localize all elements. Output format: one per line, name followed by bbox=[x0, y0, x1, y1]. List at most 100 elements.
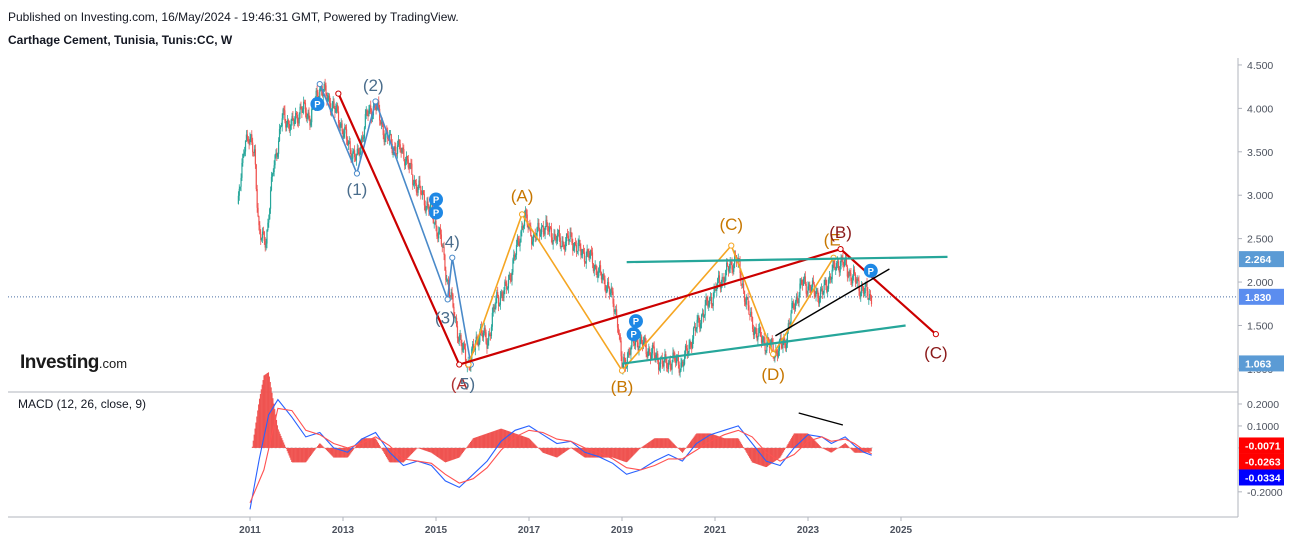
macd-hist-bar bbox=[639, 447, 642, 449]
macd-hist-bar bbox=[298, 447, 300, 463]
candle-body bbox=[854, 273, 856, 283]
candle-body bbox=[257, 207, 259, 217]
macd-hist-bar bbox=[805, 433, 807, 448]
macd-hist-bar bbox=[292, 447, 295, 463]
macd-hist-bar bbox=[482, 434, 484, 448]
candle-body bbox=[590, 250, 593, 253]
macd-hist-bar bbox=[783, 447, 785, 451]
macd-hist-bar bbox=[440, 447, 442, 460]
candle-body bbox=[850, 273, 852, 281]
macd-hist-bar bbox=[759, 447, 761, 466]
macd-hist-bar bbox=[852, 447, 854, 452]
candle-body bbox=[445, 270, 447, 281]
grid-lines bbox=[8, 58, 1239, 518]
candle-body bbox=[697, 316, 699, 320]
macd-hist-bar bbox=[712, 434, 714, 448]
macd-hist-bar bbox=[537, 447, 540, 449]
candle-body bbox=[266, 230, 268, 244]
macd-hist-bar bbox=[502, 429, 504, 448]
wave-labels: (1)(2)(3)4)(A)(A5) (B)(C)(D)(E(B)(C) bbox=[347, 76, 948, 396]
macd-hist-bar bbox=[358, 442, 360, 448]
candle-body bbox=[262, 231, 265, 233]
macd-hist-bar bbox=[775, 447, 777, 461]
macd-hist-bar bbox=[845, 444, 847, 448]
macd-hist-bar bbox=[427, 447, 429, 452]
macd-hist-bar bbox=[333, 447, 335, 458]
candle-body bbox=[328, 95, 330, 98]
macd-hist-bar bbox=[390, 447, 392, 463]
macd-hist-bar bbox=[342, 447, 344, 458]
candle-body bbox=[390, 134, 392, 144]
macd-hist-bar bbox=[563, 447, 566, 453]
macd-hist-bar bbox=[519, 435, 521, 448]
macd-hist-bar bbox=[425, 447, 427, 451]
macd-hist-bar bbox=[251, 446, 253, 448]
macd-hist-bar bbox=[433, 447, 435, 455]
candle-body bbox=[434, 220, 436, 224]
candle-body bbox=[775, 349, 777, 354]
macd-hist-bar bbox=[346, 447, 348, 458]
macd-hist-bar bbox=[543, 447, 545, 454]
macd-hist-bar bbox=[508, 431, 510, 448]
macd-hist-bar bbox=[867, 447, 869, 453]
candle-body bbox=[650, 354, 652, 360]
macd-hist-bar bbox=[824, 447, 826, 450]
candle-body bbox=[342, 131, 344, 138]
macd-hist-bar bbox=[487, 433, 489, 448]
macd-hist-bar bbox=[465, 447, 467, 449]
macd-hist-bar bbox=[849, 447, 851, 449]
macd-hist-bar bbox=[654, 438, 656, 448]
candle-body bbox=[411, 163, 413, 175]
macd-hist-bar bbox=[850, 447, 853, 450]
candle-body bbox=[521, 226, 523, 232]
macd-hist-bar bbox=[554, 447, 556, 457]
candle-body bbox=[526, 214, 528, 225]
candle-body bbox=[808, 284, 810, 287]
candle-body bbox=[860, 293, 862, 298]
candle-body bbox=[270, 176, 273, 191]
candle-body bbox=[451, 292, 453, 295]
macd-hist-bar bbox=[487, 432, 490, 448]
candle-body bbox=[787, 323, 789, 332]
macd-hist-bar bbox=[614, 447, 616, 459]
macd-hist-bar bbox=[387, 447, 389, 461]
macd-hist-bar bbox=[624, 447, 626, 462]
macd-hist-bar bbox=[815, 441, 817, 448]
macd-hist-bar bbox=[656, 438, 658, 448]
macd-hist-bar bbox=[512, 432, 515, 448]
macd-hist-bar bbox=[825, 447, 827, 450]
macd-hist-bar bbox=[568, 447, 570, 450]
macd-hist-bar bbox=[641, 446, 643, 448]
candle-body bbox=[371, 115, 374, 119]
macd-hist-bar bbox=[834, 447, 836, 450]
macd-hist-bar bbox=[816, 443, 819, 448]
candle-body bbox=[687, 352, 689, 355]
candle-body bbox=[444, 254, 446, 271]
candle-body bbox=[443, 246, 445, 255]
macd-hist-bar bbox=[424, 447, 426, 451]
macd-hist-bar bbox=[766, 447, 769, 467]
macd-hist-bar bbox=[290, 447, 292, 460]
macd-hist-bar bbox=[524, 436, 526, 448]
macd-hist-bar bbox=[594, 447, 596, 458]
macd-hist-bar bbox=[836, 447, 838, 449]
candle-body bbox=[675, 357, 678, 363]
macd-hist-bar bbox=[458, 447, 460, 458]
candle-body bbox=[855, 282, 857, 284]
candle-body bbox=[666, 359, 668, 369]
macd-hist-bar bbox=[288, 447, 290, 456]
pivot-marker-letter: P bbox=[633, 317, 640, 328]
candle-body bbox=[599, 265, 601, 269]
candle-body bbox=[846, 266, 848, 277]
candle-body bbox=[599, 265, 602, 273]
candle-body bbox=[416, 191, 418, 193]
macd-hist-bar bbox=[636, 447, 638, 452]
macd-hist-bar bbox=[769, 447, 771, 465]
macd-hist-bar bbox=[256, 416, 258, 448]
candle-body bbox=[345, 126, 347, 130]
macd-hist-bar bbox=[816, 442, 818, 448]
macd-hist-bar bbox=[544, 447, 546, 454]
macd-hist-bar bbox=[696, 433, 698, 448]
